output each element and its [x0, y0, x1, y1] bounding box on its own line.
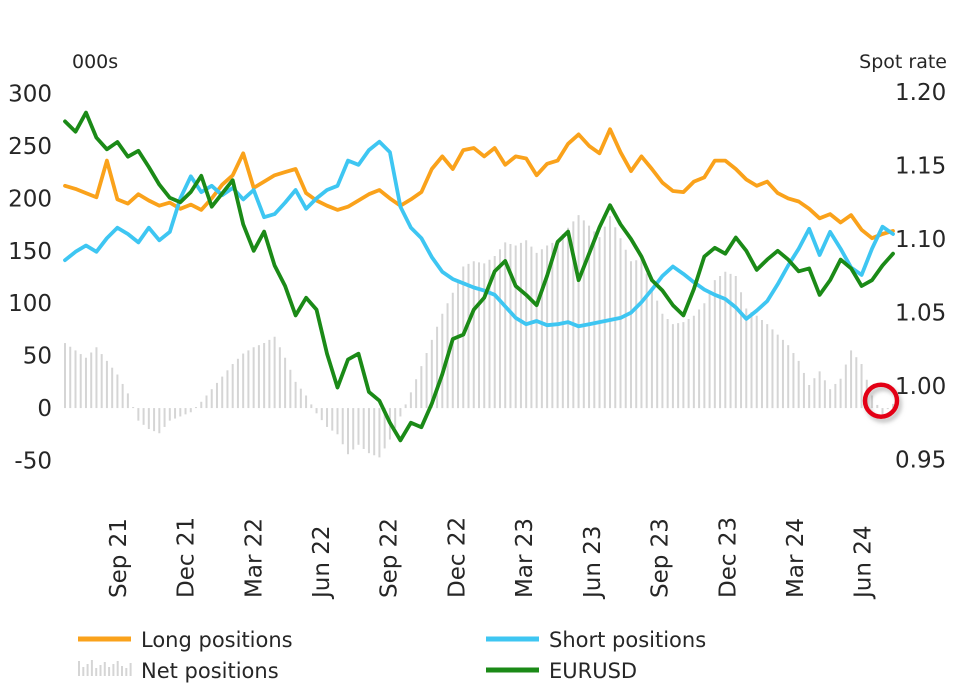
net-positions-bars	[64, 215, 894, 458]
x-axis-tick-label: Mar 22	[241, 518, 267, 598]
x-axis-tick-label: Jun 23	[580, 525, 606, 600]
left-axis-tick-label: 50	[23, 344, 52, 370]
right-axis-tick-label: 1.10	[895, 227, 946, 253]
left-axis-tick-label: 200	[8, 186, 52, 212]
x-axis-tick-label: Dec 22	[445, 517, 471, 598]
x-axis-tick-label: Jun 24	[851, 525, 877, 600]
legend-label-long: Long positions	[141, 628, 293, 652]
left-axis-tick-label: 300	[8, 82, 52, 108]
parity-circle-icon	[862, 382, 900, 419]
legend-label-short: Short positions	[549, 628, 706, 652]
left-axis-tick-label: 250	[8, 134, 52, 160]
x-axis-tick-label: Mar 24	[783, 518, 809, 598]
x-axis-tick-label: Sep 21	[106, 518, 132, 598]
legend: Long positions Net positions Short posit…	[78, 628, 706, 683]
left-axis-tick-label: 100	[8, 291, 52, 317]
legend-swatches	[78, 636, 539, 676]
left-axis-tick-label: -50	[14, 449, 52, 475]
right-axis-tick-label: 1.20	[895, 80, 946, 106]
right-axis-ticks: 1.20 1.15 1.10 1.05 1.00 0.95	[895, 80, 946, 474]
right-axis-title: Spot rate	[859, 51, 947, 73]
right-axis-tick-label: 0.95	[895, 448, 946, 474]
x-axis-tick-label: Dec 23	[715, 517, 741, 598]
parity-circle-annotation	[862, 382, 900, 419]
x-axis-ticks: Sep 21 Dec 21 Mar 22 Jun 22 Sep 22 Dec 22 Mar …	[106, 517, 877, 600]
left-axis-title: 000s	[72, 51, 118, 73]
left-axis-tick-label: 0	[37, 396, 52, 422]
short-positions-line	[63, 139, 895, 329]
x-axis-tick-label: Jun 22	[309, 525, 335, 600]
eurusd-line	[63, 110, 895, 443]
right-axis-tick-label: 1.00	[895, 374, 946, 400]
legend-label-net: Net positions	[141, 659, 279, 683]
x-axis-tick-label: Sep 22	[377, 518, 403, 598]
long-positions-line	[63, 127, 895, 241]
x-axis-tick-label: Sep 23	[648, 518, 674, 598]
x-axis-tick-label: Dec 21	[174, 517, 200, 598]
left-axis-ticks: 300 250 200 150 100 50 0 -50	[8, 82, 52, 475]
left-axis-tick-label: 150	[8, 239, 52, 265]
x-axis-tick-label: Mar 23	[512, 518, 538, 598]
legend-label-eurusd: EURUSD	[549, 659, 637, 683]
right-axis-tick-label: 1.05	[895, 301, 946, 327]
right-axis-tick-label: 1.15	[895, 154, 946, 180]
series-lines	[63, 110, 895, 443]
